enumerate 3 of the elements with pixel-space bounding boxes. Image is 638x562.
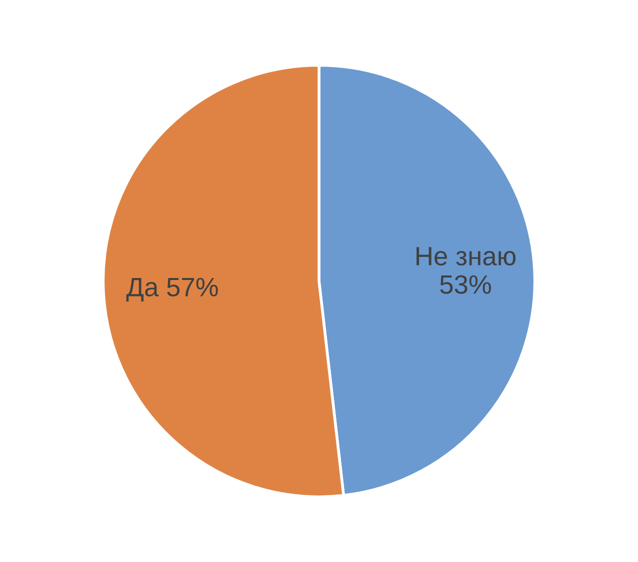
slice-label: Не знаю — [416, 247, 516, 266]
slice-label: Да 57% — [126, 278, 218, 302]
data-label: 53% — [440, 275, 491, 294]
